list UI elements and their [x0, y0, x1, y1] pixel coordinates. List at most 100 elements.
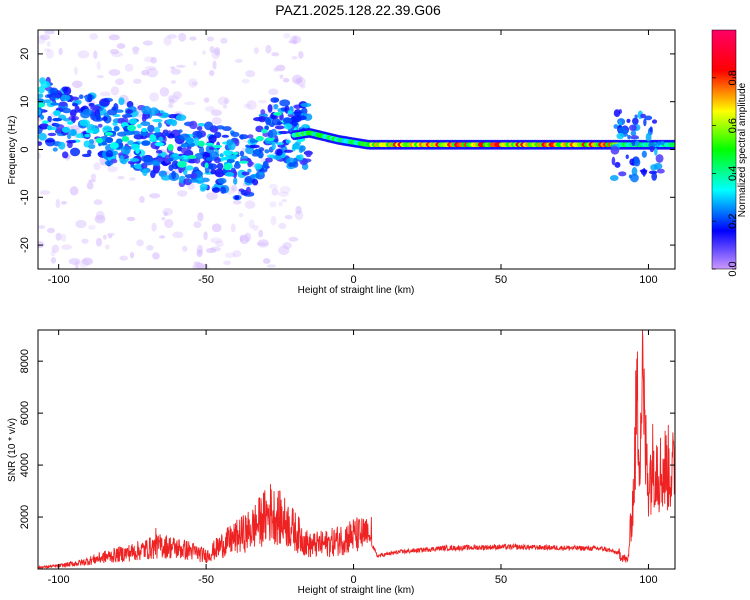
spectrogram-blob — [38, 98, 44, 102]
spectrogram-noise-blob — [279, 185, 291, 194]
spectrogram-blob — [68, 128, 77, 136]
spectrogram-noise-blob — [189, 36, 197, 41]
spectrogram-y-tick-label: -20 — [19, 237, 31, 253]
spectrogram-blob — [630, 173, 639, 183]
spectrogram-blob — [211, 187, 221, 193]
spectrogram-blob — [185, 165, 194, 171]
spectrogram-blob — [121, 114, 133, 118]
colorbar: 0.0 0.2 0.4 0.6 0.8 Normalized spectral ampl… — [711, 29, 748, 277]
spectrogram-noise-blob — [117, 175, 125, 180]
spectrogram-blob — [88, 144, 96, 150]
spectrogram-noise-blob — [184, 101, 196, 106]
spectrogram-blob — [180, 147, 189, 154]
colorbar-tick-label: 0.8 — [727, 70, 739, 85]
spectrogram-noise-blob — [231, 184, 238, 192]
spectrogram-blob — [220, 156, 230, 161]
spectrogram-noise-blob — [220, 37, 228, 44]
spectrogram-noise-blob — [214, 47, 221, 56]
spectrogram-blob — [258, 115, 267, 123]
spectrogram-noise-blob — [142, 40, 153, 46]
spectrogram-blob — [226, 158, 235, 164]
colorbar-tick-label: 0.6 — [727, 118, 739, 133]
spectrogram-blob — [52, 117, 63, 122]
spectrogram-blob — [54, 123, 60, 128]
spectrogram-noise-blob — [192, 262, 204, 269]
spectrogram-blob — [42, 120, 49, 124]
spectrogram-blob — [110, 158, 118, 164]
spectrogram-noise-blob — [129, 252, 135, 259]
spectrogram-blob — [72, 102, 78, 107]
spectrogram-noise-blob — [93, 199, 103, 206]
spectrogram-blob — [38, 141, 43, 146]
spectrogram-blob — [171, 170, 176, 180]
spectrogram-blob — [241, 171, 250, 176]
snr-series-line — [38, 330, 675, 569]
spectrogram-noise-blob — [208, 70, 215, 77]
spectrogram-blob — [116, 138, 123, 144]
spectrogram-noise-blob — [239, 234, 250, 245]
spectrogram-blob — [189, 120, 198, 130]
spectrogram-noise-blob — [149, 193, 161, 199]
spectrogram-blob — [117, 117, 125, 124]
spectrogram-blob — [292, 143, 298, 150]
spectrogram-blob — [613, 109, 621, 117]
spectrogram-noise-blob — [45, 49, 54, 59]
spectrogram-blob — [234, 195, 240, 200]
colorbar-tick-label: 0.2 — [727, 214, 739, 229]
spectrogram-noise-blob — [295, 205, 302, 215]
spectrogram-blob — [190, 172, 198, 179]
spectrogram-blob — [219, 153, 224, 158]
spectrogram-blob — [154, 126, 161, 134]
spectrogram-noise-blob — [116, 43, 126, 49]
spectrogram-noise-blob — [281, 198, 287, 203]
spectrogram-blob — [266, 137, 275, 141]
spectrogram-noise-blob — [71, 80, 83, 88]
spectrogram-blob — [197, 122, 206, 127]
spectrogram-blob — [157, 121, 162, 128]
spectrogram-blob — [128, 118, 138, 125]
spectrogram-blob — [252, 178, 259, 186]
spectrogram-blob — [255, 135, 264, 142]
spectrogram-noise-blob — [46, 41, 51, 47]
spectrogram-blob — [226, 139, 233, 146]
spectrogram-blob — [273, 112, 282, 116]
spectrogram-noise-blob — [93, 162, 101, 171]
spectrogram-noise-blob — [163, 36, 172, 46]
spectrogram-blob — [200, 187, 206, 192]
spectrogram-noise-blob — [168, 103, 174, 109]
spectrogram-noise-blob — [136, 239, 144, 247]
spectrogram-noise-blob — [87, 224, 96, 230]
snr-y-tick-label: 2000 — [19, 505, 31, 529]
spectrogram-noise-blob — [279, 74, 284, 80]
spectrogram-blob — [141, 105, 152, 115]
spectrogram-blob — [196, 180, 205, 184]
spectrogram-noise-blob — [170, 66, 176, 70]
spectrogram-blob — [651, 172, 658, 181]
snr-x-tick-label: 0 — [350, 574, 356, 586]
spectrogram-noise-blob — [58, 47, 63, 56]
spectrogram-noise-blob — [278, 245, 290, 256]
spectrogram-noise-blob — [68, 258, 81, 265]
spectrogram-blob — [239, 150, 245, 157]
spectrogram-blob — [155, 149, 163, 154]
spectrogram-noise-blob — [149, 92, 160, 102]
spectrogram-noise-blob — [94, 214, 106, 224]
spectrogram-blob — [230, 131, 240, 137]
spectrogram-blob — [109, 142, 119, 149]
spectrogram-noise-blob — [244, 200, 256, 209]
spectrogram-noise-blob — [211, 49, 221, 60]
spectrogram-noise-blob — [89, 33, 99, 40]
spectrogram-noise-blob — [253, 47, 259, 54]
spectrogram-blob — [204, 121, 214, 131]
spectrogram-blob — [610, 146, 620, 155]
spectrogram-blob — [258, 172, 264, 176]
spectrogram-blob — [196, 126, 203, 131]
spectrogram-blob — [141, 114, 147, 123]
spectrogram-noise-blob — [100, 91, 111, 97]
snr-y-tick-label: 6000 — [19, 401, 31, 425]
spectrogram-blob — [249, 138, 256, 144]
spectrogram-blob — [279, 99, 291, 107]
spectrogram-blob — [62, 126, 71, 133]
spectrogram-blob — [247, 134, 254, 139]
